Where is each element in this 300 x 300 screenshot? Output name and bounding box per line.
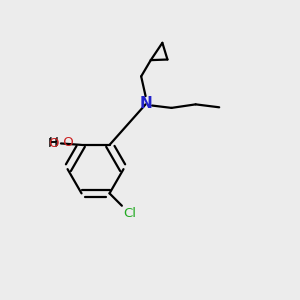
Text: H: H [49,136,58,149]
Text: Cl: Cl [124,208,136,220]
Text: O: O [48,137,58,150]
Text: O: O [58,136,73,149]
Text: H: H [47,137,57,150]
Text: N: N [139,96,152,111]
